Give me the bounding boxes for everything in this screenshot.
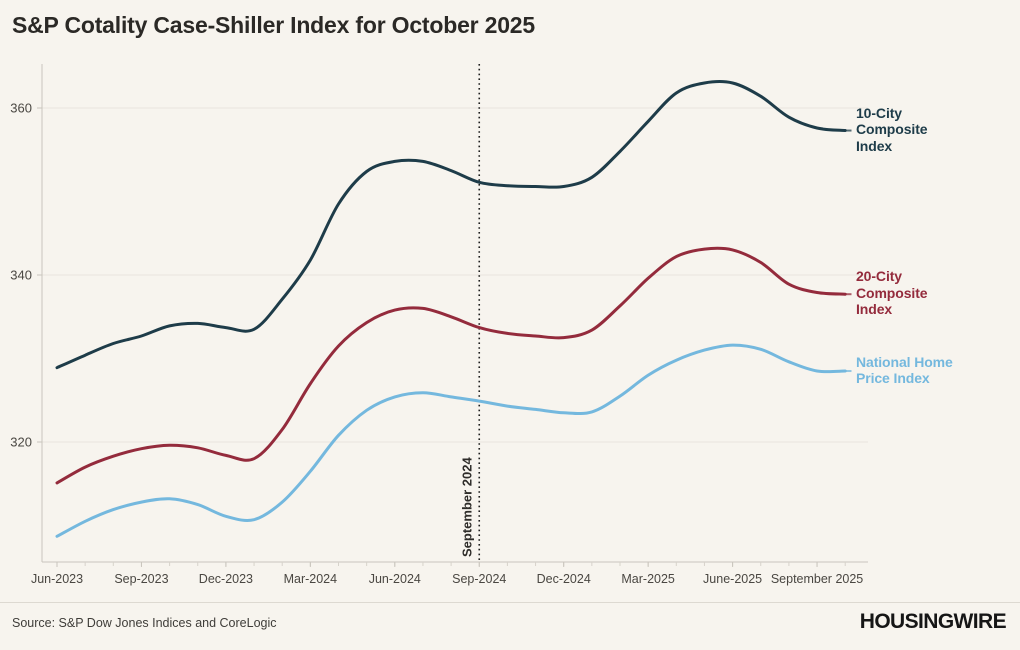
end-label-line: 10-City xyxy=(856,104,902,121)
footer-divider xyxy=(0,602,1020,603)
source-credit: Source: S&P Dow Jones Indices and CoreLo… xyxy=(12,616,277,630)
x-tick-label: Jun-2023 xyxy=(31,572,83,586)
series-line-national xyxy=(55,343,847,538)
end-label-line: 20-City xyxy=(856,268,902,285)
series-line-20-city xyxy=(55,246,847,485)
annotation-label: September 2024 xyxy=(459,457,474,557)
y-tick-label: 360 xyxy=(10,101,32,116)
x-tick-label: September 2025 xyxy=(771,572,863,586)
x-tick-label: Jun-2024 xyxy=(369,572,421,586)
end-label-line: Composite xyxy=(856,121,928,138)
x-tick-label: Sep-2024 xyxy=(452,572,506,586)
end-label-10-city: 10-City Composite Index xyxy=(856,104,928,155)
end-label-line: Index xyxy=(856,137,893,154)
page-title: S&P Cotality Case-Shiller Index for Octo… xyxy=(12,12,535,38)
x-tick-label: Dec-2024 xyxy=(537,572,591,586)
series-line-10-city xyxy=(55,80,847,370)
case-shiller-line-chart: 320 340 360 Jun-2023 Sep-2023 Dec-2023 Mar-202… xyxy=(10,64,868,586)
end-label-national: National Home Price Index xyxy=(856,354,953,387)
y-tick-label: 320 xyxy=(10,435,32,450)
end-label-line: Composite xyxy=(856,284,928,301)
x-tick-label: Mar-2024 xyxy=(284,572,338,586)
end-label-line: National Home xyxy=(856,353,953,370)
end-label-line: Price Index xyxy=(856,370,930,387)
x-tick-label: June-2025 xyxy=(703,572,762,586)
end-label-20-city: 20-City Composite Index xyxy=(856,268,928,318)
housingwire-logo: HOUSINGWIRE xyxy=(859,610,1007,633)
y-tick-label: 340 xyxy=(10,268,32,283)
end-label-line: Index xyxy=(856,301,893,318)
x-tick-label: Mar-2025 xyxy=(621,572,675,586)
x-tick-label: Dec-2023 xyxy=(199,572,253,586)
x-tick-label: Sep-2023 xyxy=(114,572,168,586)
